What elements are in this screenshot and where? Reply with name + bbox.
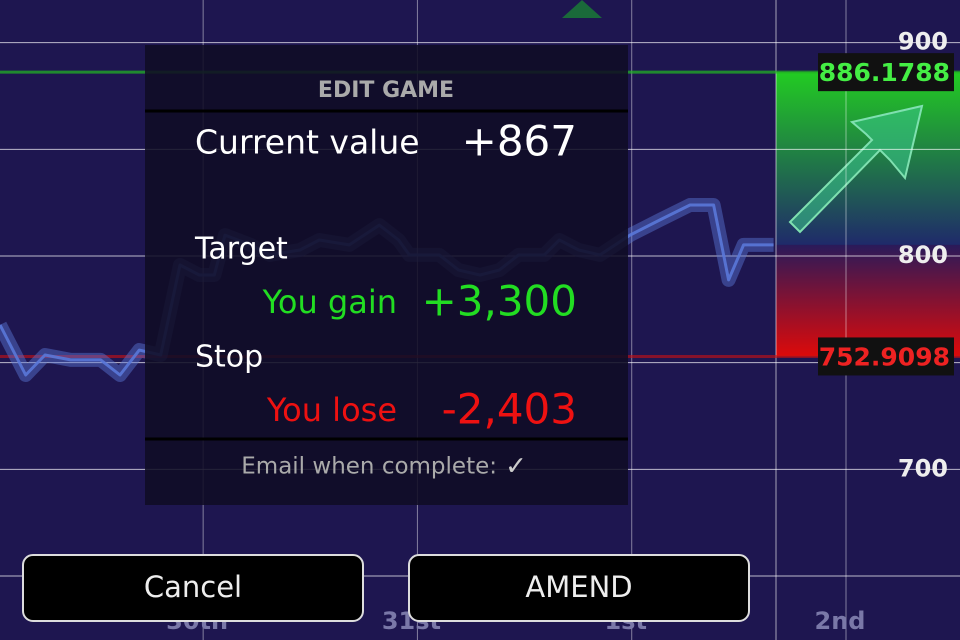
dialog-panel [145, 45, 628, 505]
gain-value[interactable]: +3,300 [422, 277, 577, 326]
level-label: 886.1788 [819, 58, 950, 87]
level-tag [818, 53, 954, 92]
target-label: Target [194, 232, 288, 267]
lose-value[interactable]: -2,403 [442, 385, 577, 434]
x-tick-label: 2nd [815, 607, 866, 635]
level-label: 752.9098 [819, 342, 950, 371]
email-check[interactable]: ✓ [505, 452, 527, 482]
y-tick-label: 900 [898, 28, 948, 56]
email-label: Email when complete: [241, 454, 497, 480]
button-label[interactable]: AMEND [525, 570, 632, 604]
y-tick-label: 700 [898, 454, 948, 482]
amend-button[interactable]: AMEND [408, 554, 750, 622]
stop-label: Stop [195, 340, 263, 375]
dialog-title: EDIT GAME [318, 78, 454, 103]
button-label[interactable]: Cancel [144, 570, 242, 604]
lose-label: You lose [266, 391, 397, 429]
level-tag [818, 337, 954, 376]
cancel-button[interactable]: Cancel [22, 554, 364, 622]
y-tick-label: 800 [898, 241, 948, 269]
up-arrow [788, 104, 924, 234]
button-frame[interactable] [22, 554, 364, 622]
gain-label: You gain [262, 283, 397, 321]
current-value: +867 [462, 117, 577, 166]
scroll-arrow[interactable] [562, 0, 602, 18]
button-frame[interactable] [408, 554, 750, 622]
current-label: Current value [195, 123, 420, 162]
dialog: EDIT GAME Current value +867 Target You … [145, 45, 628, 505]
